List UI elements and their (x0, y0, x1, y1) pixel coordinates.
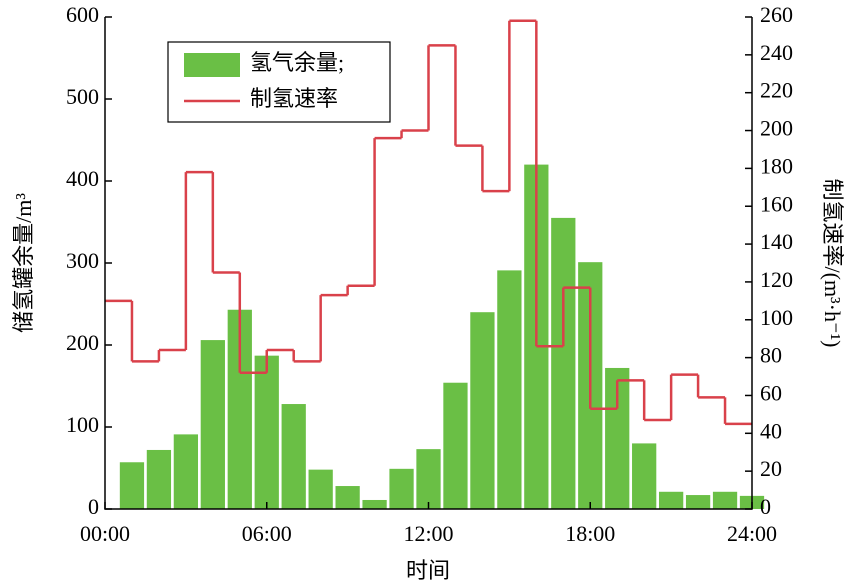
y2-tick-label: 160 (760, 191, 793, 216)
bar (712, 491, 738, 509)
y2-axis-label: 制氢速率/(m³·h⁻¹) (820, 178, 845, 347)
bar (119, 462, 145, 509)
y-tick-label: 100 (66, 412, 99, 437)
y2-tick-label: 20 (760, 456, 782, 481)
bar (497, 270, 522, 509)
bar (632, 443, 657, 509)
x-tick-label: 18:00 (565, 521, 615, 546)
bar (685, 495, 711, 509)
y-tick-label: 300 (66, 248, 99, 273)
x-tick-label: 00:00 (80, 521, 130, 546)
bar (335, 486, 360, 509)
y2-tick-label: 0 (760, 494, 771, 519)
y2-tick-label: 40 (760, 418, 782, 443)
bar (308, 469, 333, 509)
y-tick-label: 600 (66, 2, 99, 27)
y2-tick-label: 140 (760, 229, 793, 254)
y2-tick-label: 180 (760, 153, 793, 178)
bar (443, 382, 468, 509)
legend-label: 氢气余量; (250, 50, 344, 75)
legend-label: 制氢速率 (250, 86, 338, 111)
bar (254, 355, 279, 509)
x-tick-label: 12:00 (403, 521, 453, 546)
y2-tick-label: 120 (760, 267, 793, 292)
bar (658, 491, 684, 509)
y2-tick-label: 200 (760, 116, 793, 141)
bar (551, 217, 576, 509)
bar (389, 468, 414, 509)
x-axis-label: 时间 (406, 558, 450, 583)
y-tick-label: 400 (66, 166, 99, 191)
y-tick-label: 200 (66, 330, 99, 355)
bar (146, 449, 172, 509)
y-tick-label: 500 (66, 84, 99, 109)
y2-tick-label: 80 (760, 343, 782, 368)
legend-swatch (184, 53, 240, 77)
x-tick-label: 24:00 (727, 521, 777, 546)
bar (281, 404, 306, 509)
y2-tick-label: 260 (760, 2, 793, 27)
y2-tick-label: 240 (760, 40, 793, 65)
y2-tick-label: 220 (760, 78, 793, 103)
bar (416, 449, 441, 509)
bar (470, 312, 495, 509)
y-axis-label: 储氢罐余量/m³ (11, 193, 36, 333)
x-tick-label: 06:00 (242, 521, 292, 546)
bar (362, 499, 387, 509)
bar (200, 340, 225, 509)
y-tick-label: 0 (88, 494, 99, 519)
y2-tick-label: 60 (760, 381, 782, 406)
y2-tick-label: 100 (760, 305, 793, 330)
bar (173, 434, 199, 509)
